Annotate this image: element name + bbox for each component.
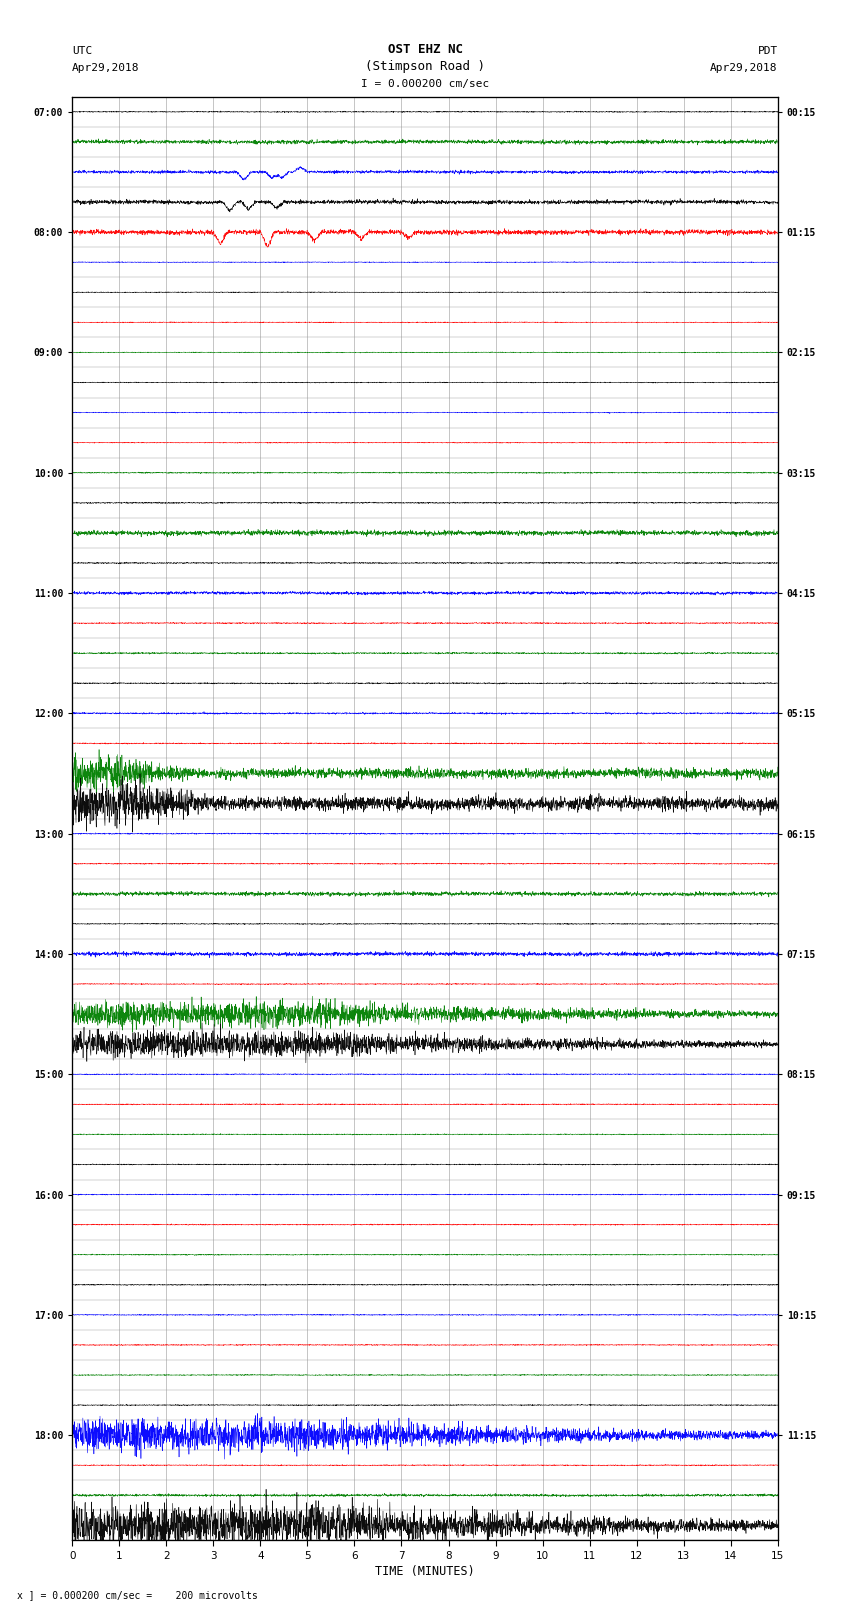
- Text: (Stimpson Road ): (Stimpson Road ): [365, 60, 485, 73]
- Text: UTC: UTC: [72, 47, 93, 56]
- Text: Apr29,2018: Apr29,2018: [711, 63, 778, 73]
- Text: I = 0.000200 cm/sec: I = 0.000200 cm/sec: [361, 79, 489, 89]
- Text: OST EHZ NC: OST EHZ NC: [388, 44, 462, 56]
- Text: PDT: PDT: [757, 47, 778, 56]
- X-axis label: TIME (MINUTES): TIME (MINUTES): [375, 1565, 475, 1578]
- Text: x ] = 0.000200 cm/sec =    200 microvolts: x ] = 0.000200 cm/sec = 200 microvolts: [17, 1590, 258, 1600]
- Text: Apr29,2018: Apr29,2018: [72, 63, 139, 73]
